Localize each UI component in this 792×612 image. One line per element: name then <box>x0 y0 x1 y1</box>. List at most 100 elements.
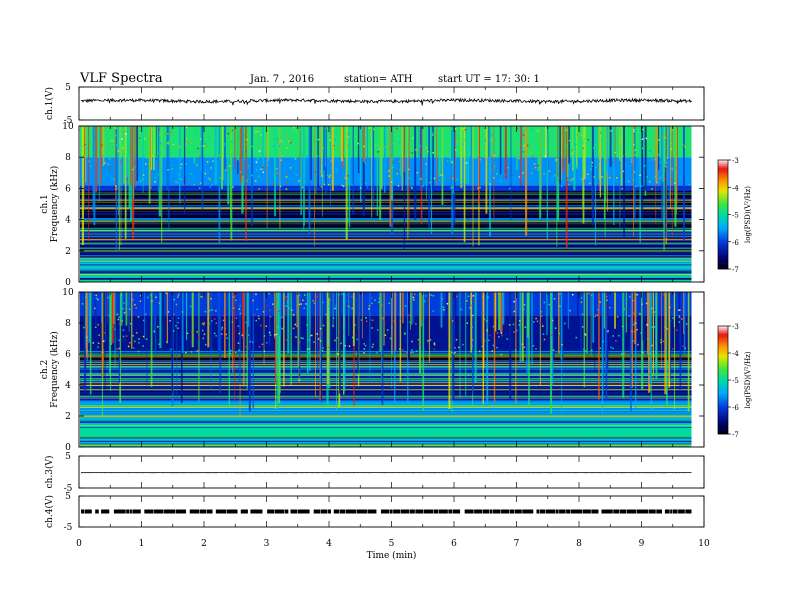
ch2-spectrogram-sferic <box>107 292 108 324</box>
ch2-spectrogram-speckle <box>432 310 434 312</box>
ch1-spectrogram-speckle <box>167 169 169 171</box>
ch1-spectrogram-colorbar-cell <box>718 187 728 190</box>
ch2-spectrogram-speckle <box>533 321 535 323</box>
ch1-spectrogram-speckle <box>140 180 142 182</box>
ch1-spectrogram-speckle <box>527 139 530 141</box>
ch1-spectrogram-speckle <box>115 188 117 190</box>
ch2-spectrogram-speckle <box>177 327 179 329</box>
ch4-waveform-trace-segment <box>656 509 663 514</box>
ch2-spectrogram-speckle <box>581 297 583 299</box>
ch1-spectrogram-sferic <box>670 126 671 208</box>
ch2-spectrogram-speckle <box>116 348 118 350</box>
ch2-spectrogram-colorbar-cell <box>718 376 728 379</box>
ch1-spectrogram-speckle <box>128 149 130 151</box>
ch1-spectrogram-speckle <box>498 145 500 147</box>
ch1-spectrogram-sferic <box>214 126 217 186</box>
ch2-spectrogram-speckle <box>423 300 426 302</box>
ch2-spectrogram-sferic <box>471 292 474 395</box>
ch2-spectrogram-speckle <box>334 339 336 342</box>
ch4-waveform-trace-segment <box>113 509 126 514</box>
ch2-spectrogram-speckle <box>286 299 288 301</box>
ch2-spectrogram-speckle <box>175 303 178 306</box>
ch2-spectrogram-speckle <box>629 295 631 298</box>
ch2-spectrogram-tone-line <box>80 389 692 391</box>
ch2-spectrogram-sferic <box>501 292 503 332</box>
ch2-spectrogram-speckle <box>539 322 541 324</box>
ch1-spectrogram-sferic <box>157 126 160 193</box>
ch1-spectrogram-speckle <box>533 163 536 165</box>
ch2-spectrogram-sferic <box>420 292 422 327</box>
ch1-waveform-trace <box>80 97 692 106</box>
ch1-spectrogram-speckle <box>580 134 582 136</box>
ch1-spectrogram-speckle <box>569 135 572 138</box>
ch2-spectrogram-colorbar-tick-label: -7 <box>732 431 739 439</box>
ch1-spectrogram-speckle <box>422 185 424 187</box>
ch2-spectrogram-speckle <box>103 331 106 334</box>
ch2-spectrogram-speckle <box>500 332 503 334</box>
ch2-spectrogram-speckle <box>142 335 145 338</box>
ch1-spectrogram-sferic <box>179 126 181 204</box>
ch1-spectrogram-speckle <box>649 180 651 183</box>
ch2-spectrogram-speckle <box>319 328 322 330</box>
ch1-spectrogram-speckle <box>548 170 550 172</box>
ch1-spectrogram-sferic <box>341 126 343 162</box>
ch1-spectrogram-speckle <box>504 169 507 172</box>
start-time-label: start UT = 17: 30: 1 <box>438 74 540 85</box>
ch4-waveform-trace-segment <box>452 509 461 514</box>
ch2-spectrogram-speckle <box>365 317 367 319</box>
ch1-spectrogram-speckle <box>343 175 346 178</box>
ch2-spectrogram-speckle <box>235 317 238 319</box>
ch1-spectrogram-colorbar-cell <box>718 223 728 226</box>
ch1-spectrogram-speckle <box>593 176 595 178</box>
ch1-spectrogram-speckle <box>167 133 169 135</box>
ch2-spectrogram-speckle <box>135 332 138 334</box>
ch2-spectrogram-sferic <box>625 292 627 333</box>
ch2-spectrogram-speckle <box>502 315 504 317</box>
ch1-spectrogram-speckle <box>420 151 423 154</box>
ch1-spectrogram-sferic <box>324 126 327 167</box>
ch2-spectrogram-sferic <box>459 292 461 398</box>
ch1-spectrogram-sferic <box>352 126 354 215</box>
ch2-spectrogram-tone-line <box>80 444 692 446</box>
ch2-spectrogram-ylabel: Frequency (kHz) <box>49 331 60 408</box>
ch2-spectrogram-sferic <box>481 292 482 344</box>
ch1-spectrogram-speckle <box>121 138 123 140</box>
ch2-spectrogram-speckle <box>181 311 184 313</box>
ch2-spectrogram-speckle <box>166 341 168 343</box>
ch1-spectrogram-speckle <box>582 129 584 131</box>
ch2-spectrogram-colorbar-tick-label: -6 <box>732 404 739 412</box>
ch1-spectrogram-speckle <box>258 188 260 190</box>
ch2-spectrogram-sferic <box>601 292 603 414</box>
ch1-spectrogram-sferic <box>251 126 253 203</box>
ch2-spectrogram-speckle <box>134 304 136 306</box>
ch1-spectrogram-speckle <box>104 162 106 164</box>
ch1-spectrogram-speckle <box>432 134 434 136</box>
ch1-spectrogram-heatmap <box>80 126 704 283</box>
ch2-spectrogram-speckle <box>633 323 635 326</box>
ch1-spectrogram-speckle <box>144 138 146 140</box>
ch2-spectrogram-speckle <box>285 310 288 312</box>
ch2-spectrogram-speckle <box>424 295 427 297</box>
ch1-spectrogram-colorbar-cell <box>718 178 728 181</box>
ch1-spectrogram-speckle <box>232 186 234 188</box>
ch2-spectrogram-colorbar-cell <box>718 342 728 345</box>
ch1-spectrogram-colorbar-cell <box>718 225 728 228</box>
ch1-spectrogram-speckle <box>351 183 353 186</box>
ch2-spectrogram-speckle <box>334 307 336 310</box>
ch2-spectrogram-speckle <box>327 346 330 349</box>
ch2-spectrogram-speckle <box>172 330 175 332</box>
ch2-spectrogram-speckle <box>317 338 320 340</box>
ch1-spectrogram-sferic <box>623 126 625 237</box>
ch2-spectrogram-speckle <box>123 311 126 314</box>
ch1-spectrogram-speckle <box>664 178 666 180</box>
ch2-spectrogram-sferic <box>320 292 322 402</box>
ch2-spectrogram-colorbar-cell <box>718 410 728 413</box>
ch2-spectrogram-speckle <box>532 345 535 347</box>
ch2-spectrogram-speckle <box>478 350 481 353</box>
ch2-spectrogram-speckle <box>497 292 500 295</box>
ch2-spectrogram-colorbar-cell <box>718 347 728 350</box>
ch2-spectrogram-speckle <box>147 296 149 299</box>
ch4-waveform-trace-segment <box>664 509 670 514</box>
ch4-waveform-trace-segment <box>380 509 390 514</box>
ch1-spectrogram-speckle <box>206 161 209 163</box>
